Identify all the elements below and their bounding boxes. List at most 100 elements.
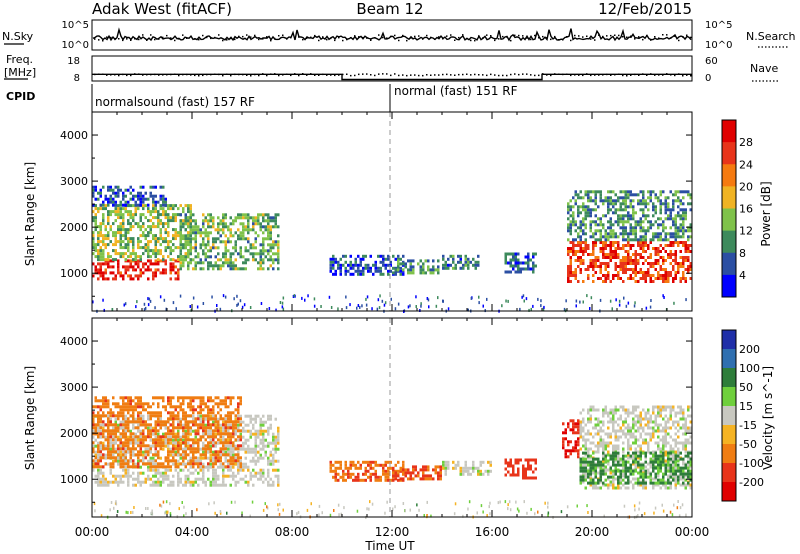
data-cell (102, 456, 105, 460)
data-cell (622, 199, 625, 203)
data-cell (137, 259, 140, 263)
data-cell (137, 265, 140, 269)
data-cell (179, 444, 182, 448)
data-cell (94, 222, 97, 226)
data-cell (167, 402, 170, 406)
data-cell (94, 438, 97, 442)
data-cell (477, 466, 480, 470)
data-cell (447, 266, 450, 270)
data-cell (467, 263, 470, 267)
data-cell (187, 402, 190, 406)
data-cell (199, 423, 202, 427)
data-cell (592, 253, 595, 256)
data-cell (127, 188, 130, 192)
data-cell (122, 197, 125, 201)
data-cell (124, 258, 127, 262)
data-cell (124, 188, 127, 192)
data-cell (642, 196, 645, 200)
data-cell (509, 264, 512, 268)
data-cell (674, 253, 677, 256)
data-cell (584, 474, 587, 478)
data-cell (349, 466, 352, 470)
data-cell (674, 277, 677, 280)
data-cell (347, 269, 350, 273)
data-cell (92, 459, 95, 463)
data-cell (164, 474, 167, 478)
data-cell (532, 304, 534, 308)
data-cell (617, 247, 620, 250)
data-cell (167, 420, 170, 424)
data-cell (637, 220, 640, 224)
data-cell (599, 250, 602, 253)
data-cell (239, 444, 242, 448)
data-cell (649, 277, 652, 280)
data-cell (579, 226, 582, 230)
data-cell (517, 264, 520, 268)
data-cell (682, 229, 685, 233)
data-cell (174, 234, 177, 238)
data-cell (259, 447, 262, 451)
data-cell (219, 258, 222, 262)
data-cell (222, 432, 225, 436)
data-cell (124, 408, 127, 412)
data-cell (478, 295, 480, 299)
data-cell (507, 461, 510, 465)
data-cell (107, 231, 110, 235)
data-cell (149, 429, 152, 433)
data-cell (389, 460, 392, 464)
data-cell (574, 446, 577, 450)
data-cell (162, 399, 165, 403)
data-cell (119, 414, 122, 418)
data-cell (154, 411, 157, 415)
data-cell (564, 449, 567, 453)
data-cell (572, 422, 575, 426)
data-cell (259, 438, 262, 442)
nave-dot (666, 73, 668, 75)
data-cell (344, 466, 347, 470)
data-cell (189, 216, 192, 220)
data-cell (204, 444, 207, 448)
data-cell (262, 435, 265, 439)
data-cell (167, 450, 170, 454)
data-cell (124, 459, 127, 463)
nave-dot (374, 74, 376, 77)
data-cell (187, 432, 190, 436)
data-cell (232, 447, 235, 451)
data-cell (207, 468, 210, 472)
data-cell (102, 483, 105, 487)
data-cell (182, 432, 185, 436)
data-cell (672, 244, 675, 247)
data-cell (127, 237, 130, 241)
data-cell (197, 225, 200, 229)
data-cell (207, 411, 210, 415)
data-cell (527, 252, 530, 256)
data-cell (149, 249, 152, 253)
data-cell (159, 396, 162, 400)
data-cell (577, 211, 580, 215)
data-cell (167, 462, 170, 466)
data-cell (209, 255, 212, 259)
data-cell (179, 396, 182, 400)
data-cell (152, 396, 155, 400)
data-cell (189, 225, 192, 229)
data-cell (627, 196, 630, 200)
data-cell (409, 262, 412, 266)
data-cell (199, 414, 202, 418)
data-cell (174, 246, 177, 250)
data-cell (224, 213, 227, 217)
data-cell (104, 237, 107, 241)
data-cell (134, 268, 137, 272)
data-cell (127, 462, 130, 466)
data-cell (624, 259, 627, 262)
data-cell (669, 256, 672, 259)
data-cell (207, 432, 210, 436)
data-cell (194, 438, 197, 442)
data-cell (422, 265, 425, 269)
data-cell (114, 405, 117, 409)
data-cell (259, 423, 262, 427)
data-cell (189, 210, 192, 214)
data-cell (527, 467, 530, 471)
data-cell (504, 467, 507, 471)
data-cell (229, 459, 232, 463)
data-cell (107, 405, 110, 409)
